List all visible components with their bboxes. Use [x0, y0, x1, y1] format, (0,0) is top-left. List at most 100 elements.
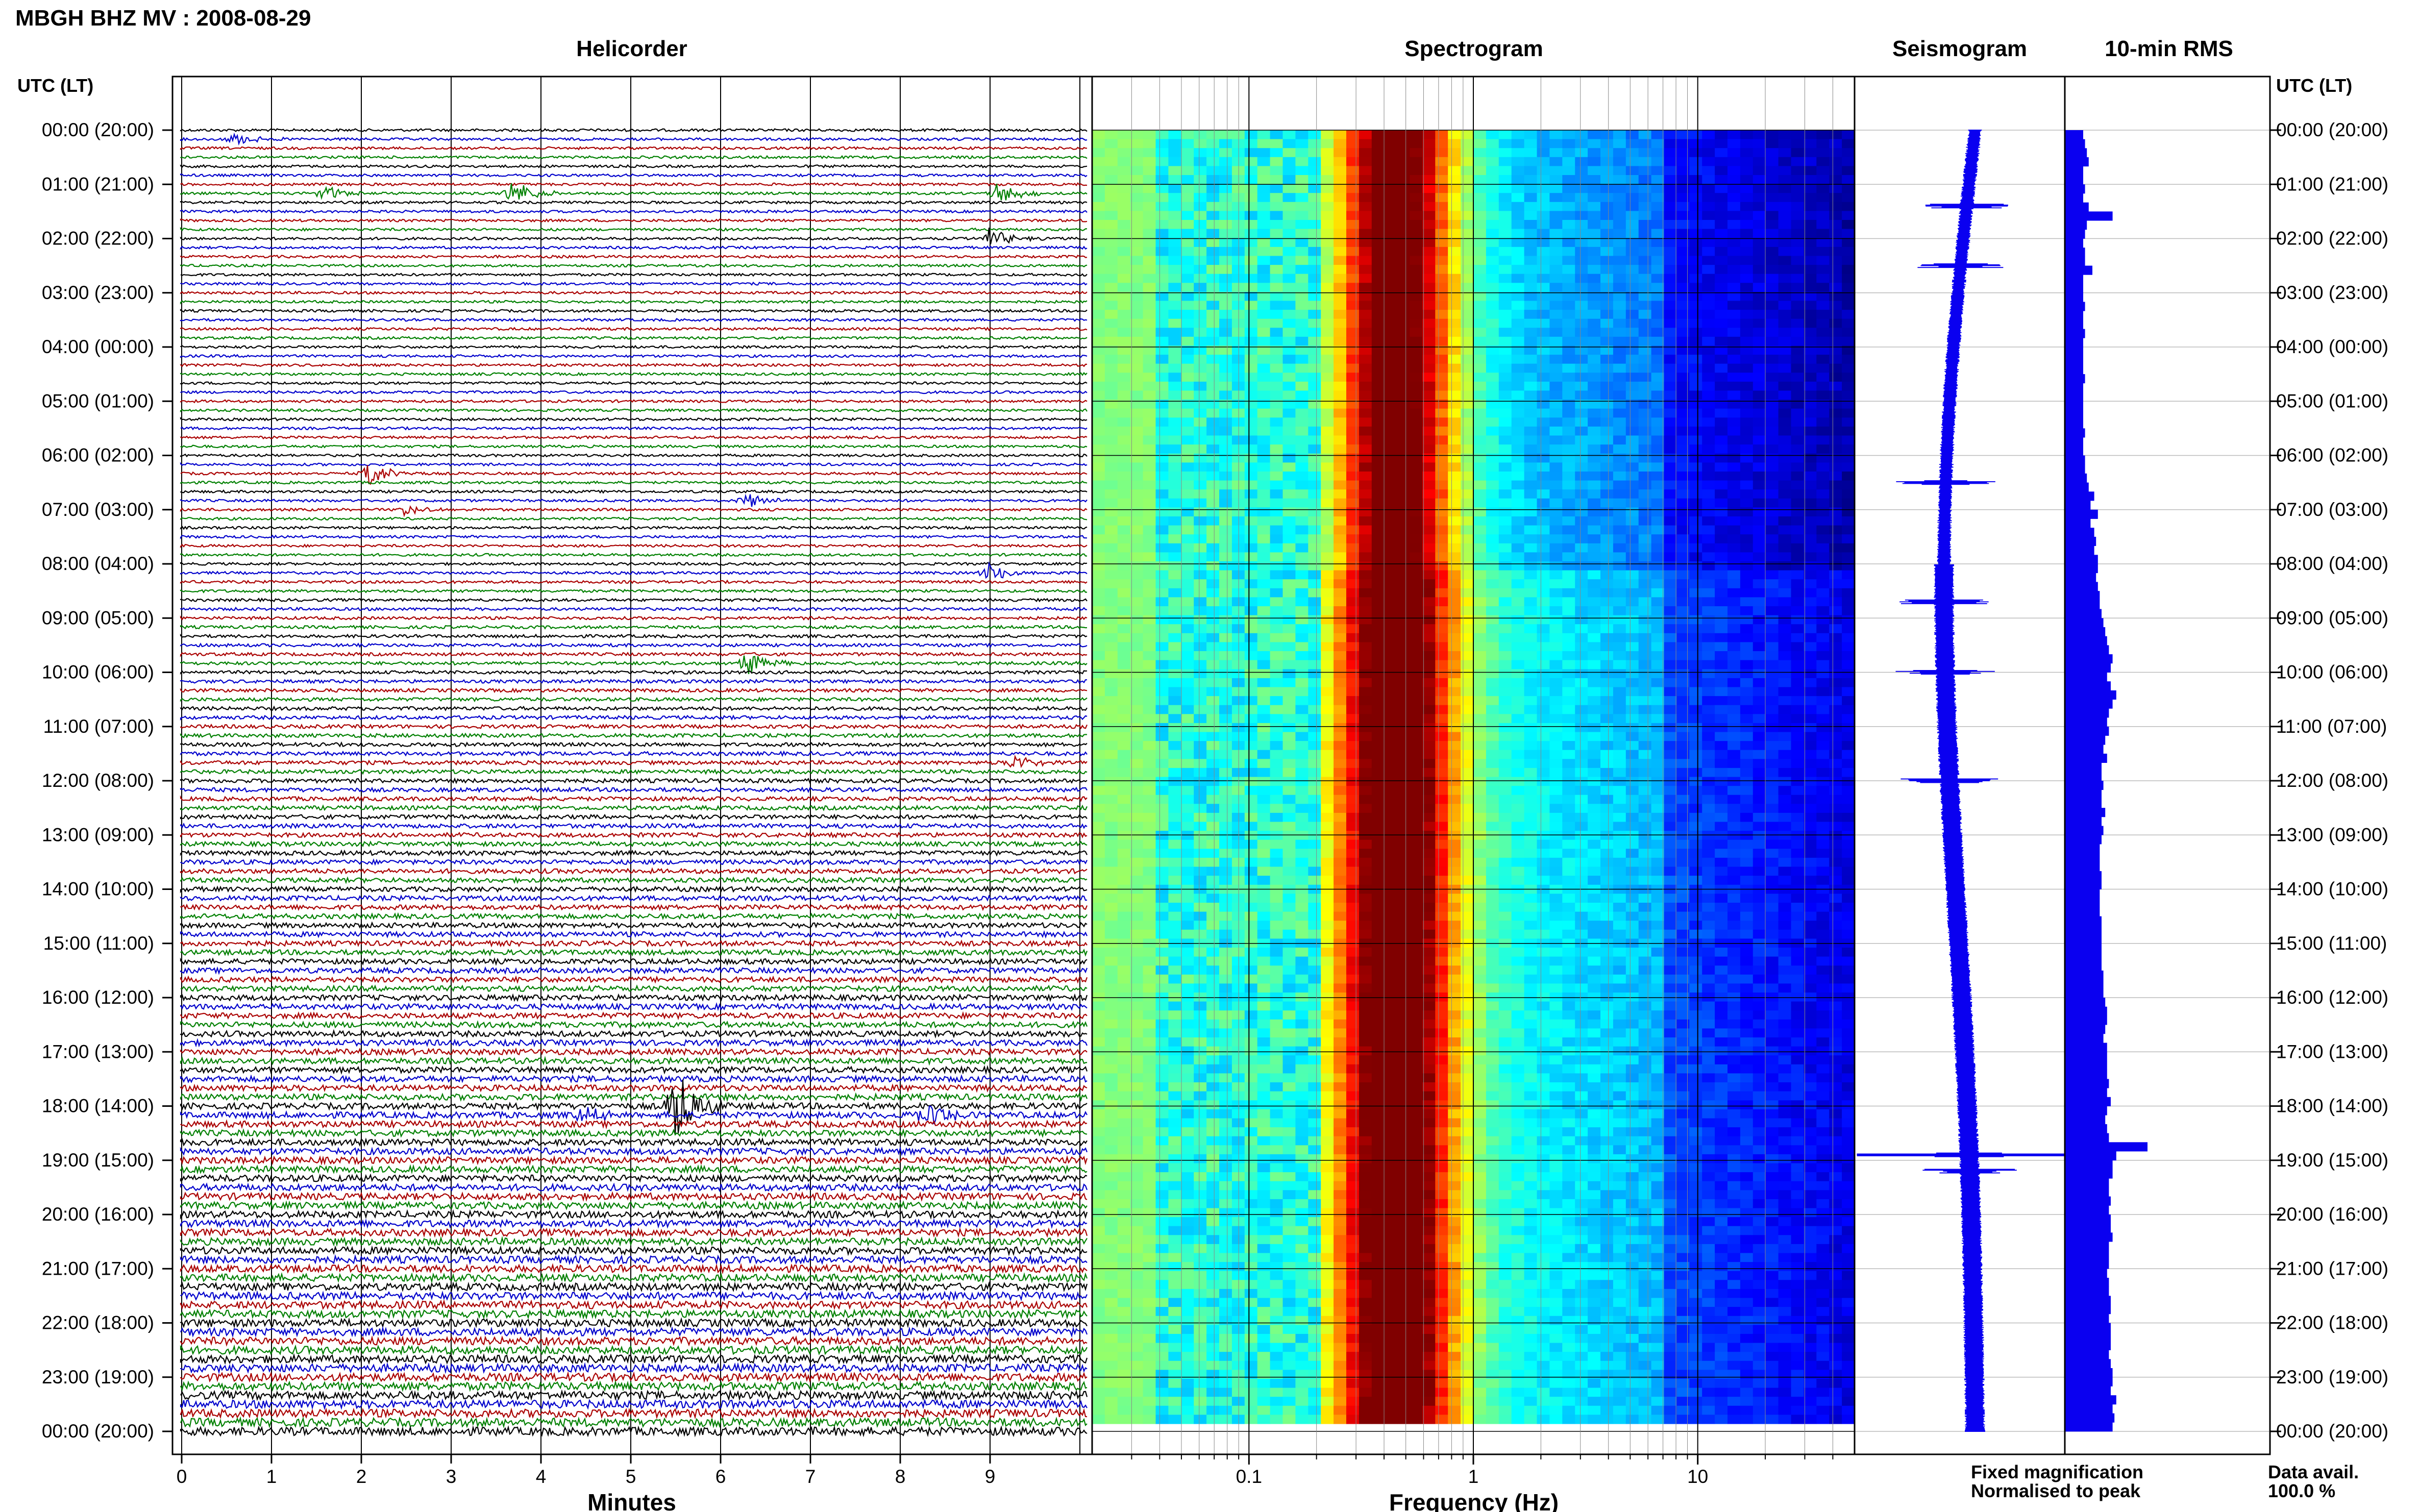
spectrogram-cell	[1410, 579, 1423, 589]
spectrogram-cell	[1334, 139, 1347, 148]
spectrogram-cell	[1270, 355, 1283, 364]
spectrogram-cell	[1689, 642, 1702, 652]
spectrogram-cell	[1422, 310, 1436, 319]
spectrogram-cell	[1727, 786, 1741, 796]
spectrogram-cell	[1206, 166, 1220, 176]
spectrogram-cell	[1321, 822, 1334, 831]
spectrogram-cell	[1600, 812, 1614, 823]
spectrogram-cell	[1270, 714, 1283, 724]
spectrogram-cell	[1613, 687, 1626, 697]
spectrogram-cell	[1625, 417, 1639, 427]
spectrogram-cell	[1244, 193, 1258, 203]
spectrogram-cell	[1308, 229, 1321, 238]
spectrogram-cell	[1715, 741, 1728, 751]
spectrogram-cell	[1702, 390, 1715, 400]
spectrogram-cell	[1435, 696, 1448, 706]
spectrogram-cell	[1804, 561, 1817, 571]
spectrogram-cell	[1524, 579, 1538, 589]
spectrogram-cell	[1384, 408, 1398, 418]
spectrogram-cell	[1651, 777, 1665, 786]
spectrogram-cell	[1168, 184, 1181, 193]
spectrogram-cell	[1765, 381, 1779, 391]
spectrogram-cell	[1727, 390, 1741, 400]
spectrogram-cell	[1537, 246, 1550, 257]
spectrogram-cell	[1473, 624, 1487, 634]
spectrogram-cell	[1613, 435, 1626, 445]
spectrogram-cell	[1511, 642, 1525, 652]
spectrogram-cell	[1702, 318, 1715, 328]
spectrogram-cell	[1676, 157, 1690, 166]
spectrogram-cell	[1524, 498, 1538, 508]
spectrogram-cell	[1168, 363, 1181, 373]
spectrogram-cell	[1244, 310, 1258, 319]
spectrogram-cell	[1588, 453, 1601, 463]
spectrogram-cell	[1231, 444, 1245, 454]
helicorder-trace	[180, 741, 1088, 748]
spectrogram-cell	[1588, 363, 1601, 373]
spectrogram-cell	[1829, 202, 1842, 211]
spectrogram-cell	[1791, 283, 1804, 292]
spectrogram-cell	[1625, 175, 1639, 185]
helicorder-trace	[180, 655, 1088, 675]
spectrogram-cell	[1638, 265, 1652, 275]
spectrogram-cell	[1231, 489, 1245, 499]
spectrogram-cell	[1181, 588, 1194, 598]
spectrogram-cell	[1346, 777, 1360, 786]
spectrogram-cell	[1537, 193, 1550, 203]
spectrogram-cell	[1143, 139, 1156, 148]
spectrogram-cell	[1448, 453, 1461, 463]
spectrogram-cell	[1549, 328, 1563, 337]
spectrogram-cell	[1778, 328, 1792, 337]
spectrogram-cell	[1168, 480, 1181, 490]
spectrogram-cell	[1702, 534, 1715, 544]
spectrogram-cell	[1829, 507, 1842, 517]
spectrogram-cell	[1219, 426, 1232, 436]
helicorder-trace	[180, 1038, 1088, 1048]
spectrogram-cell	[1549, 426, 1563, 436]
spectrogram-cell	[1651, 570, 1665, 580]
spectrogram-cell	[1600, 157, 1614, 166]
spectrogram-cell	[1625, 345, 1639, 355]
spectrogram-cell	[1194, 291, 1207, 302]
spectrogram-cell	[1842, 301, 1855, 310]
spectrogram-cell	[1321, 651, 1334, 661]
spectrogram-cell	[1600, 175, 1614, 185]
spectrogram-cell	[1524, 831, 1538, 840]
spectrogram-cell	[1384, 561, 1398, 571]
spectrogram-cell	[1244, 274, 1258, 283]
spectrogram-cell	[1168, 489, 1181, 499]
spectrogram-cell	[1270, 606, 1283, 616]
spectrogram-cell	[1778, 265, 1792, 275]
spectrogram-cell	[1359, 229, 1372, 238]
spectrogram-cell	[1752, 489, 1766, 499]
spectrogram-cell	[1562, 696, 1575, 706]
spectrogram-cell	[1752, 597, 1766, 607]
spectrogram-cell	[1676, 795, 1690, 804]
spectrogram-cell	[1194, 507, 1207, 517]
spectrogram-cell	[1206, 301, 1220, 310]
spectrogram-cell	[1511, 812, 1525, 823]
spectrogram-cell	[1143, 211, 1156, 220]
spectrogram-cell	[1486, 543, 1499, 553]
spectrogram-cell	[1765, 687, 1779, 697]
spectrogram-cell	[1104, 687, 1118, 697]
spectrogram-cell	[1473, 795, 1487, 804]
helicorder-trace	[180, 1299, 1088, 1311]
spectrogram-cell	[1206, 812, 1220, 823]
spectrogram-cell	[1498, 570, 1512, 580]
spectrogram-cell	[1791, 148, 1804, 158]
spectrogram-cell	[1270, 336, 1283, 346]
spectrogram-cell	[1562, 624, 1575, 634]
spectrogram-cell	[1130, 777, 1144, 786]
spectrogram-cell	[1664, 669, 1677, 679]
helicorder-trace	[180, 1416, 1088, 1429]
spectrogram-cell	[1829, 246, 1842, 257]
spectrogram-cell	[1778, 381, 1792, 391]
spectrogram-cell	[1727, 301, 1741, 310]
spectrogram-cell	[1410, 336, 1423, 346]
spectrogram-cell	[1511, 516, 1525, 526]
helicorder-trace	[180, 831, 1088, 838]
spectrogram-cell	[1334, 193, 1347, 203]
spectrogram-cell	[1308, 615, 1321, 625]
spectrogram-cell	[1155, 507, 1169, 517]
